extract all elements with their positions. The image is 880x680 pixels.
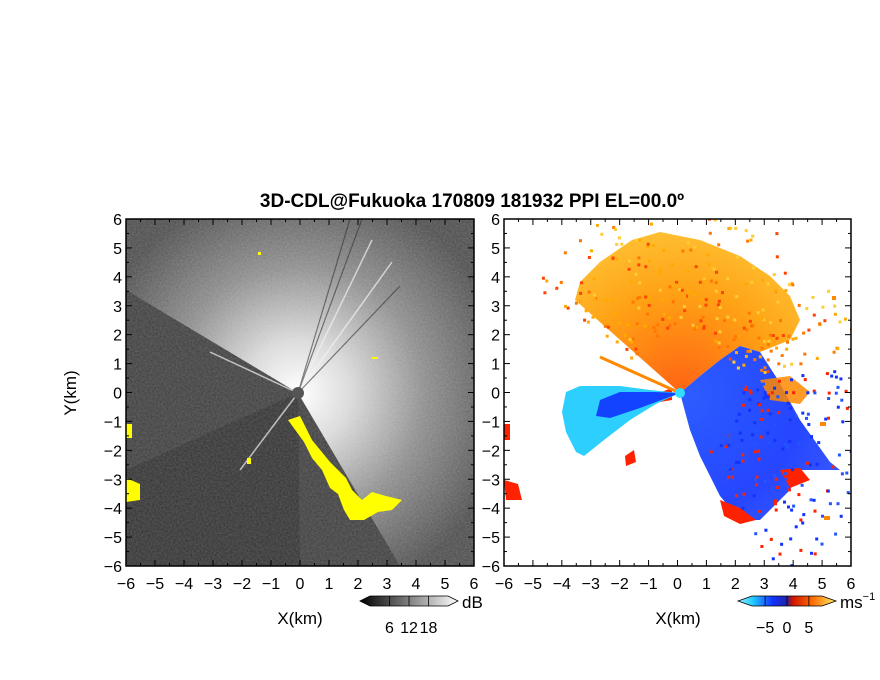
x-tick-label-velocity: 6 <box>847 576 856 593</box>
y-tick-label-snr: 5 <box>113 241 122 258</box>
y-tick-label-snr: −6 <box>104 559 122 576</box>
y-tick-label-snr: −2 <box>104 443 122 460</box>
x-tick-label-velocity: 5 <box>818 576 827 593</box>
y-tick-label-velocity: 3 <box>491 299 500 316</box>
x-tick-label-snr: 6 <box>470 576 479 593</box>
velocity-axes: −6 −5 −4 −3 −2 −1 0 1 2 3 4 5 6 6 5 4 3 2 1 0 −1 −2 −3 −4 −5 −6 <box>482 212 856 593</box>
x-tick-label-snr: −6 <box>117 576 135 593</box>
velocity-positive-region <box>575 232 800 393</box>
x-tick-label-snr: −3 <box>204 576 222 593</box>
y-tick-label-velocity: 6 <box>491 212 500 229</box>
x-tick-label-snr: 4 <box>412 576 421 593</box>
y-tick-label-snr: −5 <box>104 530 122 547</box>
x-tick-label-velocity: −3 <box>582 576 600 593</box>
velocity-colorbar-unit: ms <box>840 593 863 612</box>
y-tick-label-velocity: −5 <box>482 530 500 547</box>
y-tick-label-snr: −3 <box>104 472 122 489</box>
y-tick-label-velocity: 1 <box>491 357 500 374</box>
velocity-heatmap <box>504 219 851 566</box>
velocity-colorbar: ms−1 −5 0 5 <box>736 591 875 637</box>
x-tick-label-velocity: −4 <box>553 576 571 593</box>
velocity-panel: −6 −5 −4 −3 −2 −1 0 1 2 3 4 5 6 6 5 4 3 2 1 0 −1 −2 −3 −4 −5 −6 X… <box>482 212 875 637</box>
velocity-xlabel: X(km) <box>655 609 700 628</box>
y-tick-label-velocity: 0 <box>491 386 500 403</box>
y-tick-label-velocity: 4 <box>491 270 500 287</box>
colorbar-tick-label: −5 <box>756 620 774 637</box>
x-tick-label-velocity: −6 <box>495 576 513 593</box>
x-tick-label-velocity: −2 <box>611 576 629 593</box>
snr-colorbar-unit: dB <box>462 593 483 612</box>
x-tick-label-velocity: −1 <box>639 576 657 593</box>
y-tick-label-snr: 4 <box>113 270 122 287</box>
snr-heatmap <box>126 219 474 566</box>
y-tick-label-velocity: 2 <box>491 328 500 345</box>
x-tick-label-snr: 1 <box>325 576 334 593</box>
colorbar-tick-label: 6 <box>385 620 394 637</box>
y-tick-label-snr: 1 <box>113 357 122 374</box>
colorbar-tick-label: 18 <box>420 620 438 637</box>
x-tick-label-velocity: 1 <box>702 576 711 593</box>
y-tick-label-snr: −4 <box>104 501 122 518</box>
x-tick-label-snr: 2 <box>354 576 363 593</box>
x-tick-label-snr: 0 <box>296 576 305 593</box>
chart-title: 3D-CDL@Fukuoka 170809 181932 PPI EL=00.0… <box>260 191 684 212</box>
x-tick-label-snr: −2 <box>233 576 251 593</box>
x-tick-label-velocity: 2 <box>731 576 740 593</box>
snr-yellow-overlay <box>126 252 402 520</box>
y-tick-label-snr: 2 <box>113 328 122 345</box>
snr-axes: −6 −5 −4 −3 −2 −1 0 1 2 3 4 5 6 6 5 4 3 2 1 0 −1 −2 −3 −4 −5 −6 <box>104 212 479 593</box>
x-tick-label-snr: −1 <box>262 576 280 593</box>
y-tick-label-velocity: −2 <box>482 443 500 460</box>
y-tick-label-snr: 6 <box>113 212 122 229</box>
snr-colorbar: dB 6 12 18 <box>359 593 483 637</box>
svg-text:ms−1: ms−1 <box>840 591 875 612</box>
snr-xlabel: X(km) <box>277 609 322 628</box>
y-tick-label-velocity: −6 <box>482 559 500 576</box>
y-tick-label-snr: 0 <box>113 386 122 403</box>
x-tick-label-velocity: 0 <box>673 576 682 593</box>
y-tick-label-velocity: −3 <box>482 472 500 489</box>
colorbar-tick-label: 12 <box>400 620 418 637</box>
y-tick-label-velocity: −4 <box>482 501 500 518</box>
colorbar-tick-label: 5 <box>804 620 813 637</box>
x-tick-label-snr: −5 <box>146 576 164 593</box>
y-tick-label-snr: −1 <box>104 414 122 431</box>
x-tick-label-velocity: 3 <box>760 576 769 593</box>
y-tick-label-velocity: −1 <box>482 414 500 431</box>
velocity-negative-region <box>680 346 840 520</box>
snr-ylabel: Y(km) <box>61 370 80 415</box>
x-tick-label-velocity: −5 <box>524 576 542 593</box>
x-tick-label-snr: 3 <box>383 576 392 593</box>
x-tick-label-snr: 5 <box>441 576 450 593</box>
x-tick-label-snr: −4 <box>175 576 193 593</box>
velocity-colorbar-unit-exponent: −1 <box>863 591 876 603</box>
y-tick-label-velocity: 5 <box>491 241 500 258</box>
x-tick-label-velocity: 4 <box>789 576 798 593</box>
colorbar-tick-label: 0 <box>783 620 792 637</box>
y-tick-label-snr: 3 <box>113 299 122 316</box>
